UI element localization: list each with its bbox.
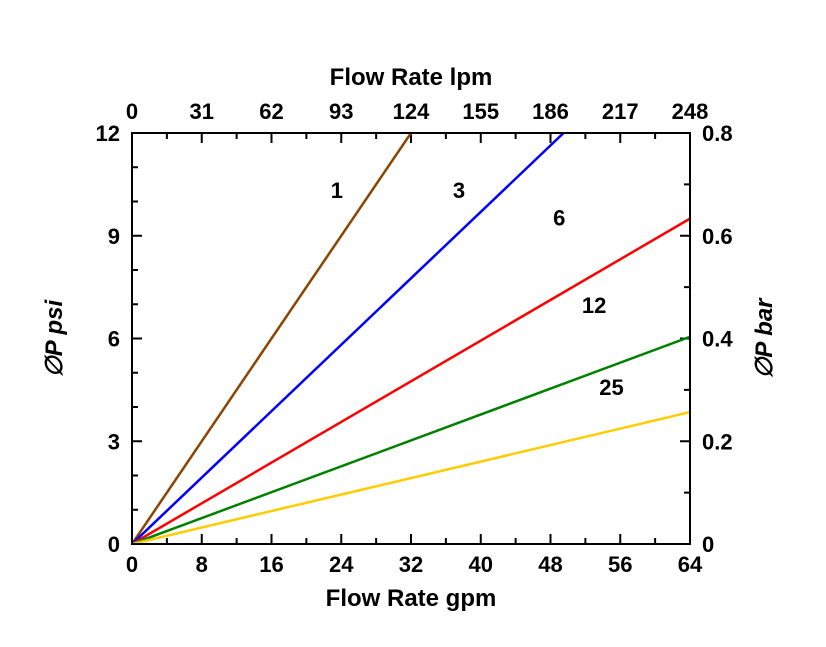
x-top-tick-label: 0 <box>126 99 138 124</box>
y-right-tick-label: 0 <box>702 532 714 557</box>
y-left-tick-label: 9 <box>108 224 120 249</box>
series-label-12: 12 <box>582 293 606 318</box>
x-bottom-tick-label: 16 <box>259 552 283 577</box>
series-label-6: 6 <box>553 205 565 230</box>
x-top-tick-label: 186 <box>532 99 569 124</box>
series-line-3 <box>132 133 564 544</box>
series-line-12 <box>132 337 690 544</box>
y-left-tick-label: 6 <box>108 327 120 352</box>
series-line-1 <box>132 133 411 544</box>
y-right-tick-label: 0.4 <box>702 327 733 352</box>
series-line-25 <box>132 412 690 544</box>
x-top-tick-label: 155 <box>462 99 499 124</box>
x-bottom-tick-label: 64 <box>678 552 703 577</box>
x-top-tick-label: 62 <box>259 99 283 124</box>
x-bottom-axis-label: Flow Rate gpm <box>326 585 497 612</box>
y-left-tick-label: 12 <box>96 121 120 146</box>
x-top-tick-label: 124 <box>393 99 430 124</box>
x-bottom-tick-label: 24 <box>329 552 354 577</box>
y-right-tick-label: 0.8 <box>702 121 733 146</box>
x-bottom-tick-label: 32 <box>399 552 423 577</box>
y-right-tick-label: 0.2 <box>702 429 733 454</box>
y-right-tick-label: 0.6 <box>702 224 733 249</box>
x-top-tick-label: 217 <box>602 99 639 124</box>
x-bottom-tick-label: 48 <box>538 552 562 577</box>
series-label-25: 25 <box>599 375 623 400</box>
y-left-tick-label: 0 <box>108 532 120 557</box>
y-left-axis-label: ∅P psi <box>41 298 68 377</box>
x-top-tick-label: 31 <box>190 99 214 124</box>
chart-container: { "chart": { "type": "line", "plot": { "… <box>0 0 826 647</box>
y-right-axis-label: ∅P bar <box>751 297 778 379</box>
x-bottom-tick-label: 0 <box>126 552 138 577</box>
x-bottom-tick-label: 8 <box>196 552 208 577</box>
series-label-3: 3 <box>453 178 465 203</box>
x-bottom-tick-label: 40 <box>469 552 493 577</box>
plot-border <box>132 133 690 544</box>
y-left-tick-label: 3 <box>108 429 120 454</box>
chart-svg: 0816243240485664Flow Rate gpm03162931241… <box>0 0 826 647</box>
x-top-tick-label: 93 <box>329 99 353 124</box>
x-bottom-tick-label: 56 <box>608 552 632 577</box>
x-top-axis-label: Flow Rate lpm <box>330 64 493 91</box>
series-label-1: 1 <box>331 178 343 203</box>
